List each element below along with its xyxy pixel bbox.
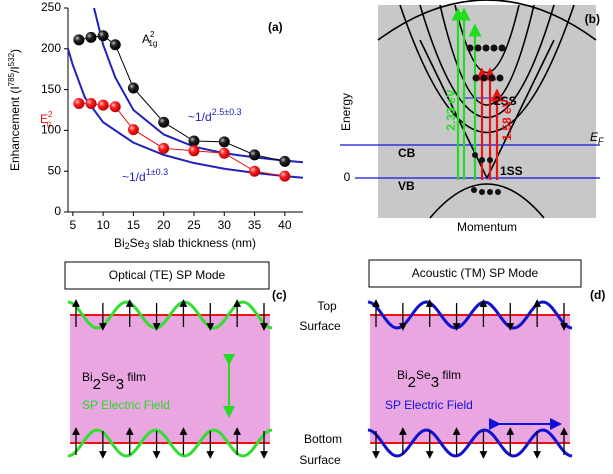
y-label-part: 532	[7, 52, 16, 66]
film-part: Se	[416, 368, 431, 382]
film-part: film	[124, 370, 146, 384]
cb-label: CB	[398, 146, 416, 160]
data-point	[279, 156, 290, 167]
green-energy: 2.33 eV	[444, 89, 458, 130]
data-point	[158, 117, 169, 128]
surface-label: Surface	[299, 319, 341, 333]
data-point	[188, 136, 199, 147]
x-tick-label: 20	[157, 218, 171, 232]
legend-part: 2	[48, 110, 53, 119]
data-point	[98, 100, 109, 111]
fermi-part: F	[598, 136, 604, 146]
data-point	[98, 30, 109, 41]
film-part: 3	[116, 376, 124, 393]
data-point	[73, 34, 84, 45]
data-point	[73, 98, 84, 109]
panel-label: (c)	[272, 288, 287, 302]
panel-label: (a)	[268, 20, 283, 34]
fit-label-part: ~1/d	[122, 170, 146, 184]
y-axis-label: Energy	[339, 93, 353, 131]
fit-label: ~1/d1±0.3	[122, 167, 168, 184]
x-tick-label: 40	[278, 218, 292, 232]
x-label-part: Se	[130, 236, 145, 250]
x-tick-label: 25	[187, 218, 201, 232]
y-tick-label: 150	[41, 82, 61, 96]
panel-a: (a) Bi2Se3 slab thickness (nm) Enhanceme…	[7, 0, 303, 251]
data-point	[110, 39, 121, 50]
figure: (a) Bi2Se3 slab thickness (nm) Enhanceme…	[0, 0, 613, 474]
red-energy: 1.58 eV	[500, 99, 514, 140]
surface-label: Bottom	[304, 432, 342, 446]
data-point	[128, 82, 139, 93]
fit-label-part: 2.5±0.3	[212, 107, 242, 117]
data-point	[188, 145, 199, 156]
data-point	[279, 171, 290, 182]
x-axis-label: Momentum	[457, 220, 517, 234]
field-label: SP Electric Field	[385, 398, 473, 412]
data-point	[128, 124, 139, 135]
x-axis-label: Bi2Se3 slab thickness (nm)	[114, 236, 256, 251]
y-label-part: Enhancement (I	[8, 86, 22, 171]
ss1-label: 1SS	[500, 164, 523, 178]
x-label-part: slab thickness (nm)	[149, 236, 256, 250]
x-tick-label: 10	[96, 218, 110, 232]
data-point	[86, 32, 97, 43]
y-tick-label: 50	[48, 163, 62, 177]
panel-c: Optical (TE) SP Mode (c) Top Surface Bot…	[65, 262, 342, 467]
series-line	[79, 103, 285, 176]
x-tick-label: 15	[127, 218, 141, 232]
film-part: Bi	[397, 368, 408, 382]
data-point	[158, 143, 169, 154]
field-label: SP Electric Field	[82, 398, 170, 412]
y-tick-label: 0	[54, 204, 61, 218]
fit-label: ~1/d2.5±0.3	[188, 107, 242, 124]
legend-a1g: A21g	[142, 30, 157, 48]
x-label-part: Bi	[114, 236, 125, 250]
panel-label: (d)	[590, 288, 605, 302]
data-point	[219, 148, 230, 159]
panel-d: Acoustic (TM) SP Mode (d) Bi2Se3 film SP…	[368, 260, 605, 456]
fit-label-part: 1±0.3	[146, 167, 168, 177]
legend-part: 2	[150, 30, 155, 39]
data-point	[219, 136, 230, 147]
data-point	[249, 166, 260, 177]
fermi-label: EF	[590, 130, 604, 146]
panel-b: (b) Energy 0 Momentum EF CB VB 2SS 1SS 2…	[339, 0, 604, 234]
data-point	[110, 101, 121, 112]
y-label-part: )	[8, 49, 22, 53]
y-label-part: /I	[8, 66, 22, 73]
surface-label: Top	[317, 299, 337, 313]
mode-title: Optical (TE) SP Mode	[109, 268, 226, 282]
x-tick-label: 5	[70, 218, 77, 232]
mode-title: Acoustic (TM) SP Mode	[412, 266, 539, 280]
film-part: 2	[93, 376, 101, 393]
y-tick-label: 100	[41, 123, 61, 137]
data-point	[249, 149, 260, 160]
vb-label: VB	[398, 179, 415, 193]
film-part: Se	[101, 370, 116, 384]
y-tick-label: 200	[41, 41, 61, 55]
y-tick-label: 250	[41, 0, 61, 14]
data-point	[86, 98, 97, 109]
y-label-part: 785	[7, 72, 16, 86]
panel-label: (b)	[585, 12, 600, 26]
x-tick-label: 30	[218, 218, 232, 232]
film-part: film	[439, 368, 461, 382]
y-axis-label: Enhancement (I785/I532)	[7, 49, 22, 171]
fit-label-part: ~1/d	[188, 110, 212, 124]
film-part: Bi	[82, 370, 93, 384]
film-part: 3	[431, 374, 439, 391]
x-tick-label: 35	[248, 218, 262, 232]
surface-label: Surface	[299, 453, 341, 467]
legend-part: 1g	[148, 39, 157, 48]
film-part: 2	[408, 374, 416, 391]
page: {"chart_data":{"type":"scatter","panel_l…	[0, 0, 613, 474]
zero-label: 0	[344, 170, 351, 184]
